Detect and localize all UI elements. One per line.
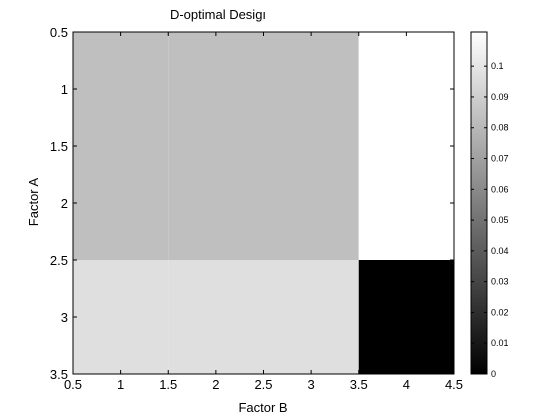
y-tick-label: 1.5 xyxy=(50,139,68,154)
colorbar-tick-label: 0.01 xyxy=(491,338,509,348)
chart-title: D-optimal Desigı xyxy=(170,7,266,22)
colorbar-tick-label: 0.04 xyxy=(491,246,509,256)
heatmap-cell-r1-c4 xyxy=(358,32,454,146)
heatmap-cell-r3-c3 xyxy=(263,260,359,374)
x-tick-label: 2 xyxy=(212,377,219,392)
colorbar-tick-label: 0 xyxy=(491,369,496,379)
x-tick-label: 1 xyxy=(117,377,124,392)
y-tick-label: 1 xyxy=(61,82,68,97)
colorbar-tick-label: 0.03 xyxy=(491,277,509,287)
colorbar-tick-label: 0.02 xyxy=(491,307,509,317)
plot-axes: 0.5 1 1.5 2 2.5 3 3.5 4 4.5 0.5 1 1.5 2 2.5 3 3.5 xyxy=(50,25,463,392)
heatmap-cell-r2-c4 xyxy=(358,146,454,260)
heatmap-cells xyxy=(73,32,454,374)
colorbar-tick-label: 0.08 xyxy=(491,123,509,133)
heatmap-cell-r3-c4 xyxy=(358,260,454,374)
colorbar-gradient xyxy=(470,31,488,375)
colorbar-tick-label: 0.09 xyxy=(491,92,509,102)
y-tick-label: 2.5 xyxy=(50,253,68,268)
heatmap-cell-r3-c1 xyxy=(73,260,169,374)
x-tick-label: 1.5 xyxy=(159,377,177,392)
x-tick-label: 4.5 xyxy=(445,377,463,392)
colorbar-tick-label: 0.1 xyxy=(491,61,504,71)
heatmap-cell-r1-c1 xyxy=(73,32,169,146)
heatmap-cell-r2-c2 xyxy=(168,146,264,260)
x-tick-label: 4 xyxy=(403,377,410,392)
heatmap-cell-r2-c3 xyxy=(263,146,359,260)
colorbar-tick-label: 0.07 xyxy=(491,154,509,164)
y-axis-label: Factor A xyxy=(26,177,41,226)
x-axis-label: Factor B xyxy=(238,400,287,415)
x-tick-label: 3.5 xyxy=(350,377,368,392)
colorbar-tick-label: 0.06 xyxy=(491,184,509,194)
x-tick-label: 3 xyxy=(308,377,315,392)
heatmap-cell-r1-c3 xyxy=(263,32,359,146)
y-tick-label: 2 xyxy=(61,196,68,211)
colorbar-tick-label: 0.05 xyxy=(491,215,509,225)
y-tick-label: 0.5 xyxy=(50,25,68,40)
colorbar: 0 0.01 0.02 0.03 0.04 0.05 0.06 0.07 0.08 0.09 0.1 xyxy=(470,31,509,379)
x-tick-label: 0.5 xyxy=(64,377,82,392)
y-tick-label: 3 xyxy=(61,310,68,325)
heatmap-cell-r1-c2 xyxy=(168,32,264,146)
heatmap-cell-r3-c2 xyxy=(168,260,264,374)
x-tick-label: 2.5 xyxy=(254,377,272,392)
y-tick-label: 3.5 xyxy=(50,367,68,382)
heatmap-cell-r2-c1 xyxy=(73,146,169,260)
